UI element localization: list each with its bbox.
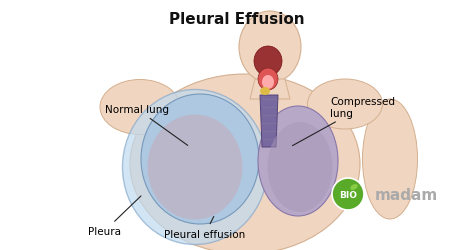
Ellipse shape: [147, 115, 243, 220]
Text: Pleural effusion: Pleural effusion: [164, 216, 246, 239]
Ellipse shape: [239, 12, 301, 84]
Text: Normal lung: Normal lung: [105, 104, 188, 146]
Ellipse shape: [258, 106, 338, 216]
Ellipse shape: [262, 76, 274, 90]
Ellipse shape: [130, 75, 360, 250]
Ellipse shape: [363, 100, 418, 219]
Ellipse shape: [122, 90, 267, 244]
Ellipse shape: [308, 80, 383, 130]
Ellipse shape: [100, 80, 180, 135]
Ellipse shape: [267, 122, 332, 212]
Text: Pleura: Pleura: [88, 196, 141, 236]
Text: madam: madam: [375, 188, 438, 203]
Ellipse shape: [141, 94, 259, 224]
Polygon shape: [260, 96, 278, 148]
Ellipse shape: [350, 184, 358, 190]
Ellipse shape: [254, 47, 282, 77]
Circle shape: [332, 178, 364, 210]
Text: Pleural Effusion: Pleural Effusion: [169, 12, 305, 27]
Ellipse shape: [258, 69, 278, 91]
Text: BIO: BIO: [339, 191, 357, 200]
Text: Compressed
lung: Compressed lung: [292, 97, 395, 146]
Ellipse shape: [260, 88, 270, 96]
Polygon shape: [250, 80, 290, 100]
